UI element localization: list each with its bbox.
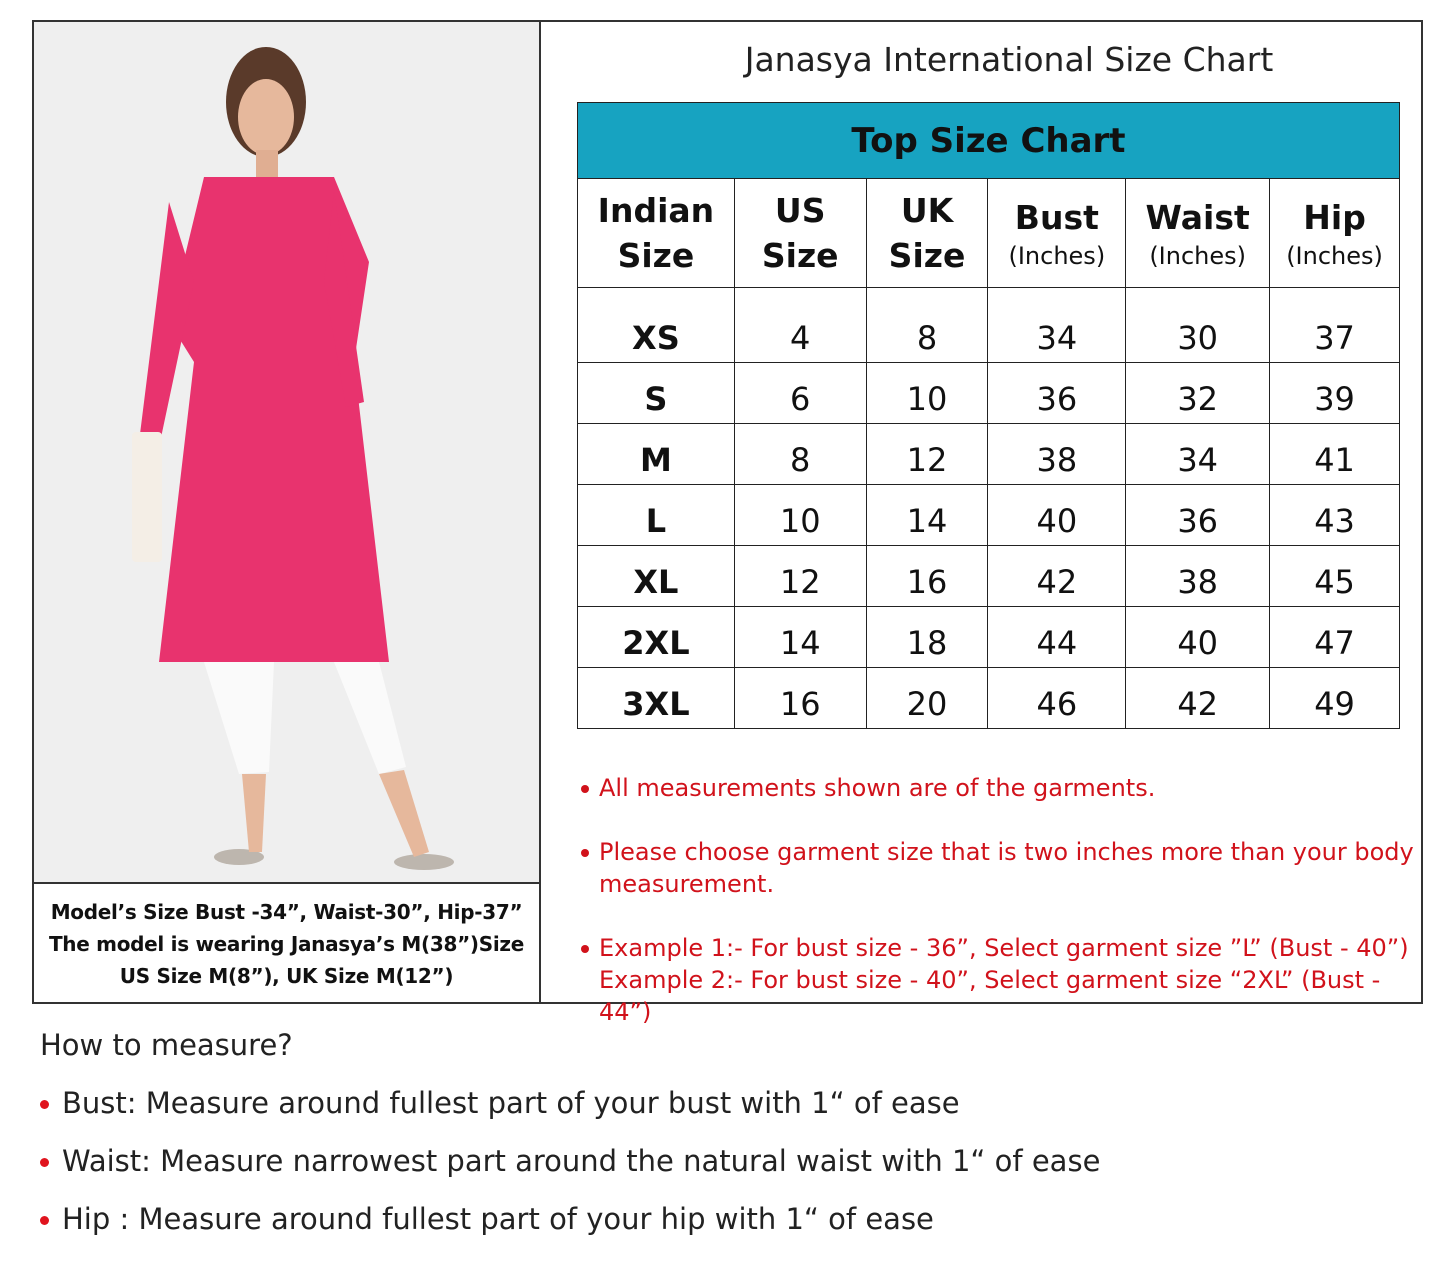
table-cell: 44 — [987, 606, 1127, 668]
note-item: Example 1:- For bust size - 36”, Select … — [577, 932, 1417, 1028]
header-sub: Size — [761, 236, 839, 275]
table-cell: 43 — [1269, 484, 1400, 546]
caption-line: The model is wearing Janasya’s M(38”)Siz… — [48, 932, 525, 956]
how-to-measure: How to measure? Bust: Measure around ful… — [40, 1028, 1100, 1260]
measure-text: Waist: Measure narrowest part around the… — [62, 1144, 1101, 1178]
table-cell: 38 — [1125, 545, 1271, 607]
column-header: Bust (Inches) — [987, 178, 1127, 288]
table-cell: 6 — [733, 362, 867, 424]
table-cell: 41 — [1269, 423, 1400, 485]
table-row: S 6 10 36 32 39 — [577, 362, 1400, 424]
bullet-icon — [40, 1216, 49, 1225]
bullet-icon — [40, 1100, 49, 1109]
header-sub: (Inches) — [1286, 241, 1383, 270]
size-chart-frame: Model’s Size Bust -34”, Waist-30”, Hip-3… — [32, 20, 1423, 1026]
bullet-icon — [40, 1158, 49, 1167]
table-cell: 20 — [865, 667, 989, 729]
measure-item-hip: Hip : Measure around fullest part of you… — [40, 1202, 1100, 1260]
table-cell: 3XL — [577, 667, 735, 729]
table-cell: 32 — [1125, 362, 1271, 424]
model-panel: Model’s Size Bust -34”, Waist-30”, Hip-3… — [34, 22, 541, 1002]
table-row: 2XL 14 18 44 40 47 — [577, 606, 1400, 668]
table-cell: 42 — [987, 545, 1127, 607]
size-table: Top Size Chart Indian Size US Size UK Size Bus… — [577, 102, 1400, 729]
table-cell: 38 — [987, 423, 1127, 485]
table-cell: 34 — [987, 287, 1127, 363]
note-text: Please choose garment size that is two i… — [599, 838, 1414, 898]
note-text: All measurements shown are of the garmen… — [599, 774, 1156, 802]
measure-item-waist: Waist: Measure narrowest part around the… — [40, 1144, 1100, 1202]
table-row: 3XL 16 20 46 42 49 — [577, 667, 1400, 729]
table-cell: 2XL — [577, 606, 735, 668]
table-cell: 8 — [865, 287, 989, 363]
note-item: All measurements shown are of the garmen… — [577, 772, 1417, 804]
model-size-caption: Model’s Size Bust -34”, Waist-30”, Hip-3… — [34, 886, 539, 1002]
table-cell: 18 — [865, 606, 989, 668]
header-main: UK — [900, 191, 954, 230]
table-cell: 37 — [1269, 287, 1400, 363]
column-header: UK Size — [865, 178, 989, 288]
header-main: US — [774, 191, 826, 230]
measure-text: Hip : Measure around fullest part of you… — [62, 1202, 934, 1236]
notes-list: All measurements shown are of the garmen… — [577, 772, 1417, 1060]
header-main: Waist — [1145, 197, 1250, 237]
table-cell: 47 — [1269, 606, 1400, 668]
table-cell: 14 — [733, 606, 867, 668]
column-header: US Size — [733, 178, 867, 288]
table-cell: 14 — [865, 484, 989, 546]
how-to-measure-heading: How to measure? — [40, 1028, 293, 1062]
table-cell: L — [577, 484, 735, 546]
header-sub: (Inches) — [1008, 241, 1106, 270]
table-cell: M — [577, 423, 735, 485]
table-cell: S — [577, 362, 735, 424]
table-row: L 10 14 40 36 43 — [577, 484, 1400, 546]
header-main: Indian — [597, 191, 715, 230]
table-cell: 46 — [987, 667, 1127, 729]
table-cell: 12 — [865, 423, 989, 485]
column-header: Indian Size — [577, 178, 735, 288]
caption-line: US Size M(8”), UK Size M(12”) — [119, 964, 454, 988]
table-cell: XS — [577, 287, 735, 363]
table-cell: 10 — [865, 362, 989, 424]
header-main: Bust — [1014, 197, 1099, 237]
table-cell: 34 — [1125, 423, 1271, 485]
table-cell: 30 — [1125, 287, 1271, 363]
model-photo — [34, 22, 539, 884]
header-sub: Size — [888, 236, 966, 275]
note-item: Please choose garment size that is two i… — [577, 836, 1417, 900]
header-sub: Size — [617, 236, 695, 275]
note-text: Example 2:- For bust size - 40”, Select … — [599, 966, 1381, 1026]
note-text: Example 1:- For bust size - 36”, Select … — [599, 934, 1409, 962]
column-header: Hip (Inches) — [1269, 178, 1400, 288]
chart-title: Janasya International Size Chart — [744, 40, 1274, 79]
table-cell: 39 — [1269, 362, 1400, 424]
table-cell: 16 — [865, 545, 989, 607]
header-main: Hip — [1303, 197, 1366, 237]
table-cell: 36 — [1125, 484, 1271, 546]
bullet-icon — [581, 785, 589, 793]
table-cell: 40 — [1125, 606, 1271, 668]
table-cell: 49 — [1269, 667, 1400, 729]
table-cell: 12 — [733, 545, 867, 607]
table-row: M 8 12 38 34 41 — [577, 423, 1400, 485]
table-cell: 8 — [733, 423, 867, 485]
table-cell: 4 — [733, 287, 867, 363]
table-cell: 16 — [733, 667, 867, 729]
table-cell: 40 — [987, 484, 1127, 546]
caption-line: Model’s Size Bust -34”, Waist-30”, Hip-3… — [50, 900, 523, 924]
measure-text: Bust: Measure around fullest part of you… — [62, 1086, 960, 1120]
table-row: XS 4 8 34 30 37 — [577, 287, 1400, 363]
table-row: XL 12 16 42 38 45 — [577, 545, 1400, 607]
bullet-icon — [581, 849, 589, 857]
column-header: Waist (Inches) — [1125, 178, 1271, 288]
table-banner: Top Size Chart — [577, 102, 1400, 179]
table-cell: 42 — [1125, 667, 1271, 729]
measure-item-bust: Bust: Measure around fullest part of you… — [40, 1086, 1100, 1144]
table-cell: 45 — [1269, 545, 1400, 607]
header-sub: (Inches) — [1149, 241, 1247, 270]
table-cell: 10 — [733, 484, 867, 546]
bullet-icon — [581, 945, 589, 953]
table-cell: 36 — [987, 362, 1127, 424]
table-cell: XL — [577, 545, 735, 607]
